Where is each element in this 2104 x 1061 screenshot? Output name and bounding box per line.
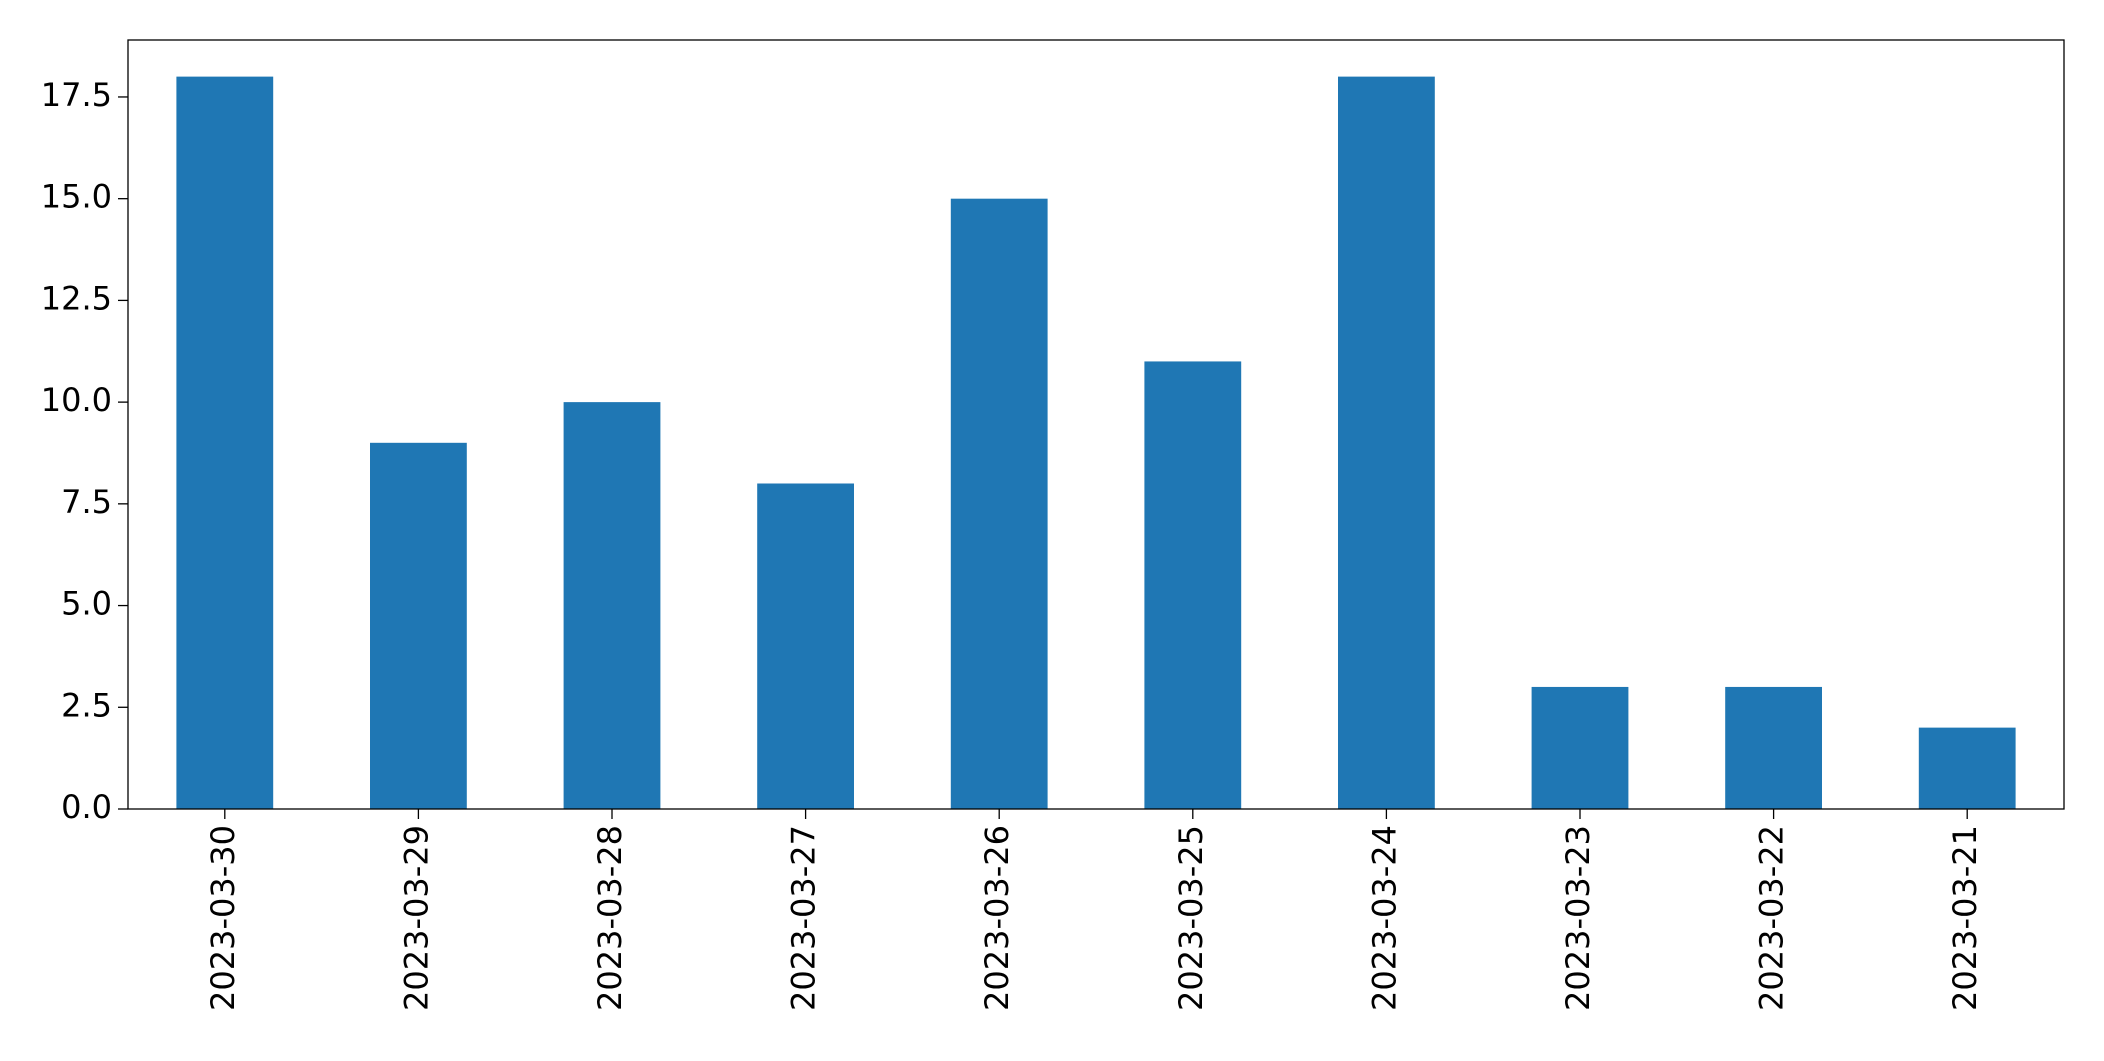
bar [176,76,274,810]
y-tick-label: 12.5 [41,279,112,317]
y-tick-label: 7.5 [61,483,112,521]
bar [757,483,854,809]
bar [950,198,1048,809]
bar [370,442,467,809]
x-tick-label: 2023-03-21 [1946,825,1984,1011]
y-tick-label: 2.5 [61,686,112,724]
x-tick-label: 2023-03-22 [1753,825,1791,1011]
y-tick-label: 15.0 [41,178,112,216]
x-tick-label: 2023-03-24 [1365,825,1403,1011]
y-tick-label: 5.0 [61,585,112,623]
y-tick-label: 10.0 [41,381,112,419]
bar [1918,727,2016,809]
x-tick-label: 2023-03-28 [591,825,629,1011]
x-tick-label: 2023-03-30 [204,825,242,1011]
bar [1725,686,1822,809]
x-tick-label: 2023-03-26 [978,825,1016,1011]
bar [563,402,661,809]
bar [1338,76,1435,810]
bar [1531,686,1629,809]
x-tick-label: 2023-03-29 [397,825,435,1011]
x-tick-label: 2023-03-27 [785,825,823,1011]
y-tick-label: 17.5 [41,76,112,114]
x-tick-label: 2023-03-23 [1559,825,1597,1011]
plot-frame [127,39,2065,810]
x-tick-label: 2023-03-25 [1172,825,1210,1011]
bar [1144,361,1242,809]
y-tick-label: 0.0 [61,788,112,826]
